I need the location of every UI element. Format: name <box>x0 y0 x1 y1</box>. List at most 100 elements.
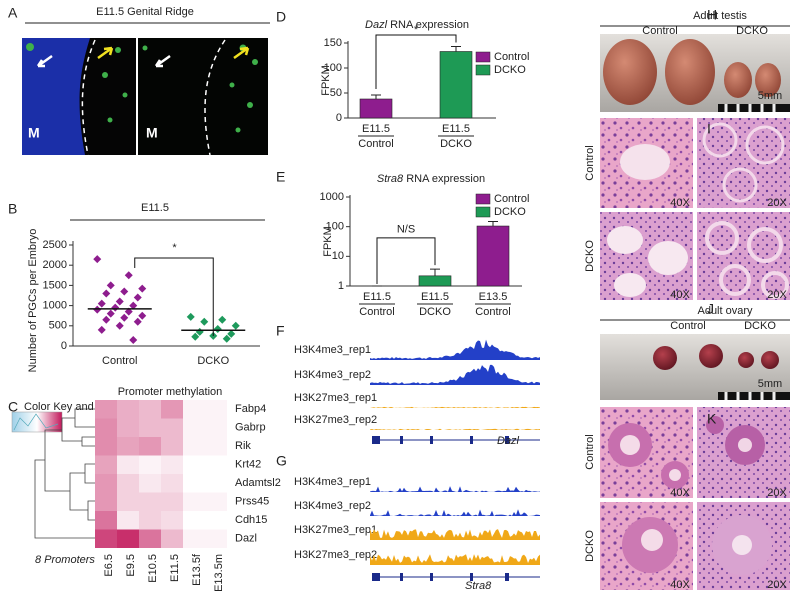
photo <box>600 334 790 400</box>
legend-swatch <box>475 51 491 63</box>
arrow <box>97 46 114 60</box>
y-tick-label: 150 <box>324 37 342 49</box>
ovary <box>653 346 677 370</box>
heatmap-cell <box>183 474 205 493</box>
data-point <box>133 317 142 326</box>
data-point <box>129 301 138 310</box>
track-label: H3K27me3_rep2 <box>294 414 377 426</box>
error-bar <box>488 220 498 227</box>
column-label: E10.5 <box>147 554 159 583</box>
signal-track <box>370 406 540 408</box>
dendrogram <box>34 408 95 539</box>
follicles <box>608 423 689 489</box>
row-label: Prss45 <box>235 496 269 508</box>
exon <box>430 436 433 444</box>
arrow <box>154 54 171 68</box>
bar <box>476 225 510 287</box>
title-gene: Stra8 <box>377 173 404 185</box>
gene-name: Stra8 <box>465 580 492 592</box>
heatmap-cell <box>117 511 139 530</box>
row-label: DCKO <box>584 530 596 562</box>
heatmap-cell <box>161 437 183 456</box>
heatmap-cell <box>139 437 161 456</box>
panel-letter: E <box>276 169 285 185</box>
x-tick-label: E11.5 <box>421 291 449 303</box>
legend-label: DCKO <box>494 64 526 76</box>
tubules <box>702 122 785 203</box>
magnification: 20X <box>767 579 787 591</box>
data-point <box>133 293 142 302</box>
heatmap-cell <box>139 511 161 530</box>
legend-label: Control <box>494 51 529 63</box>
heatmap-cell <box>95 418 117 437</box>
y-tick-label: 100 <box>326 221 344 233</box>
legend-label: DCKO <box>494 206 526 218</box>
exon <box>372 573 380 581</box>
panel-letter: B <box>8 201 17 217</box>
heatmap-cell <box>139 418 161 437</box>
track-label: H3K4me3_rep1 <box>294 344 371 356</box>
heatmap-cell <box>161 455 183 474</box>
y-tick-label: 1000 <box>320 191 344 203</box>
error-bar <box>430 268 440 276</box>
legend-swatch <box>475 206 491 218</box>
tubules <box>607 226 688 297</box>
x-tick-label: E13.5 <box>479 291 508 303</box>
label: DCKO <box>736 25 768 37</box>
testis <box>724 62 752 98</box>
signal-track <box>370 364 540 385</box>
row-label: DCKO <box>584 240 596 272</box>
germ-cells <box>26 43 258 133</box>
data-point <box>115 297 124 306</box>
significance-bracket <box>134 257 214 336</box>
y-tick-label: 10 <box>332 250 344 262</box>
heatmap-cell <box>161 511 183 530</box>
panel-letter: D <box>276 9 286 25</box>
row-label: Fabp4 <box>235 403 266 415</box>
heatmap-cell <box>139 455 161 474</box>
follicles <box>706 416 765 465</box>
data-point <box>115 321 124 330</box>
boundary <box>204 39 226 156</box>
data-point <box>93 305 102 314</box>
label: Control <box>670 320 705 332</box>
exon <box>400 573 403 581</box>
x-tick-label: E11.5 <box>363 291 391 303</box>
heatmap-cell <box>161 474 183 493</box>
title-text: RNA expression <box>390 19 469 31</box>
heatmap-cell <box>183 455 205 474</box>
y-tick-label: 1 <box>338 280 344 292</box>
panel-letter: J <box>707 301 714 317</box>
row-label: Control <box>584 145 596 180</box>
y-tick-label: 2000 <box>43 259 67 271</box>
heatmap-cell <box>95 492 117 511</box>
data-point <box>124 307 133 316</box>
heatmap-cell <box>183 437 205 456</box>
y-tick-label: 1500 <box>43 279 67 291</box>
row-label: Control <box>584 434 596 469</box>
heatmap-cell <box>117 418 139 437</box>
heatmap-cell <box>139 529 161 548</box>
track-label: H3K27me3_rep2 <box>294 549 377 561</box>
data-point <box>102 289 111 298</box>
heatmap-cell <box>161 529 183 548</box>
magnification: 40X <box>670 487 690 499</box>
heatmap-cell <box>117 529 139 548</box>
signal-track <box>370 339 540 360</box>
exon <box>400 436 403 444</box>
error-bar <box>371 94 381 99</box>
heatmap-cell <box>205 400 227 419</box>
exon <box>505 573 509 581</box>
label: 5mm <box>758 90 782 102</box>
ruler-marks <box>724 104 776 112</box>
track-label: H3K27me3_rep1 <box>294 524 377 536</box>
group-label: Control <box>358 138 393 150</box>
follicles <box>622 517 678 573</box>
label: 5mm <box>758 378 782 390</box>
magnification: 20X <box>767 487 787 499</box>
heatmap-cell <box>205 418 227 437</box>
tubule-lumen <box>620 144 670 180</box>
title-text: RNA expression <box>406 173 485 185</box>
heatmap-cell <box>161 418 183 437</box>
